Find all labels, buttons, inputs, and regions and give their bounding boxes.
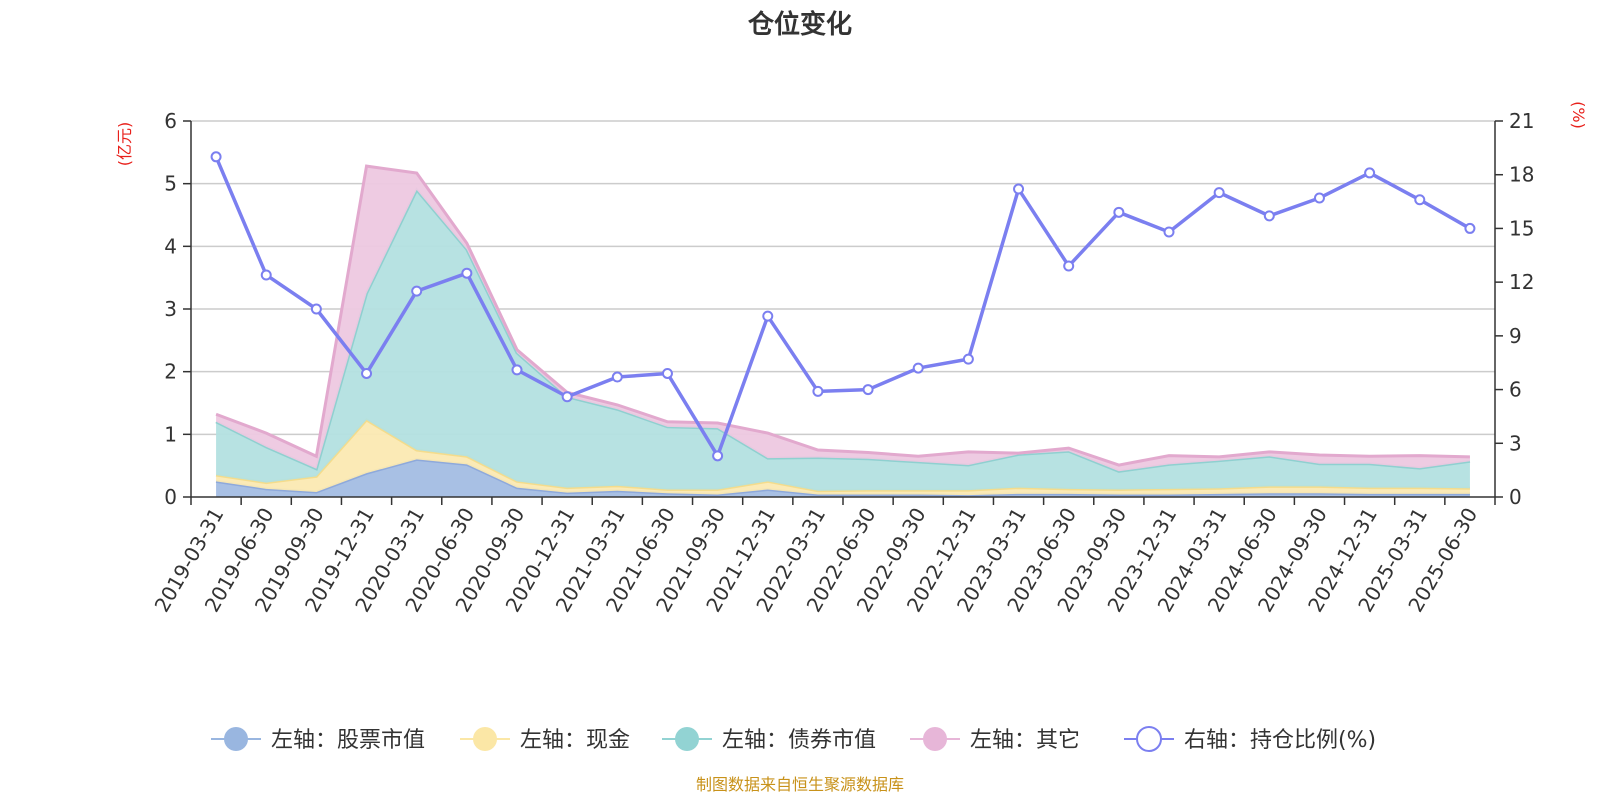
left-tick-label: 6 xyxy=(164,109,177,133)
legend-item: 左轴：股票市值 xyxy=(211,727,425,753)
line-point xyxy=(361,367,373,379)
area-edge-左轴：现金 xyxy=(215,417,1470,493)
legend: 左轴：股票市值 左轴：现金 左轴：债券市值 左轴：其它 右轴：持仓比例(%) xyxy=(211,726,1376,753)
line-point xyxy=(1113,206,1125,218)
legend-marker xyxy=(675,727,699,751)
line-point xyxy=(1313,192,1325,204)
line-path xyxy=(214,156,1471,458)
left-tick-label: 4 xyxy=(164,234,177,258)
legend-marker xyxy=(1136,726,1162,752)
line-point xyxy=(210,151,222,163)
left-tick-label: 5 xyxy=(164,172,177,196)
legend-label: 左轴：现金 xyxy=(520,728,630,753)
legend-label: 左轴：债券市值 xyxy=(722,728,876,753)
legend-item: 右轴：持仓比例(%) xyxy=(1124,726,1376,753)
right-tick-label: 21 xyxy=(1509,109,1534,133)
line-point xyxy=(1364,167,1376,179)
line-point xyxy=(1063,260,1075,272)
line-point xyxy=(260,269,272,281)
line-point xyxy=(712,450,724,462)
right-tick-label: 0 xyxy=(1509,485,1522,509)
line-point xyxy=(1013,183,1025,195)
holding-ratio-line xyxy=(210,151,1476,462)
right-tick-label: 15 xyxy=(1509,216,1534,240)
line-point xyxy=(561,391,573,403)
line-point xyxy=(661,367,673,379)
legend-label: 左轴：其它 xyxy=(970,728,1080,753)
right-tick-label: 12 xyxy=(1509,270,1534,294)
line-point xyxy=(762,310,774,322)
line-point xyxy=(1263,210,1275,222)
line-point xyxy=(511,364,523,376)
chart-title: 仓位变化 xyxy=(747,9,852,40)
legend-item: 左轴：债券市值 xyxy=(662,727,876,753)
legend-label: 左轴：股票市值 xyxy=(271,728,425,753)
line-point xyxy=(962,353,974,365)
legend-label: 右轴：持仓比例(%) xyxy=(1184,728,1376,753)
left-axis-unit: (亿元) xyxy=(115,122,134,167)
legend-marker xyxy=(224,727,248,751)
right-tick-label: 9 xyxy=(1509,324,1522,348)
left-tick-label: 2 xyxy=(164,360,177,384)
line-point xyxy=(611,371,623,383)
area-左轴：债券市值 xyxy=(216,189,1470,491)
line-point xyxy=(862,384,874,396)
line-point xyxy=(912,362,924,374)
area-edge-左轴：其它 xyxy=(215,164,1470,467)
legend-item: 左轴：现金 xyxy=(460,727,630,753)
line-point xyxy=(812,385,824,397)
line-point xyxy=(310,303,322,315)
line-point xyxy=(1414,194,1426,206)
right-axis-unit: (%) xyxy=(1569,101,1588,129)
right-tick-label: 6 xyxy=(1509,378,1522,402)
stacked-areas xyxy=(215,164,1471,497)
area-左轴：股票市值 xyxy=(216,459,1470,497)
line-point xyxy=(461,267,473,279)
legend-item: 左轴：其它 xyxy=(910,727,1080,753)
data-source: 制图数据来自恒生聚源数据库 xyxy=(696,775,904,794)
right-tick-label: 18 xyxy=(1509,163,1534,187)
left-tick-label: 1 xyxy=(164,422,177,446)
line-point xyxy=(1213,187,1225,199)
legend-marker xyxy=(923,727,947,751)
line-point xyxy=(1464,222,1476,234)
legend-marker xyxy=(473,727,497,751)
right-tick-label: 3 xyxy=(1509,431,1522,455)
left-tick-label: 0 xyxy=(164,485,177,509)
line-point xyxy=(411,285,423,297)
left-tick-label: 3 xyxy=(164,297,177,321)
line-point xyxy=(1163,226,1175,238)
